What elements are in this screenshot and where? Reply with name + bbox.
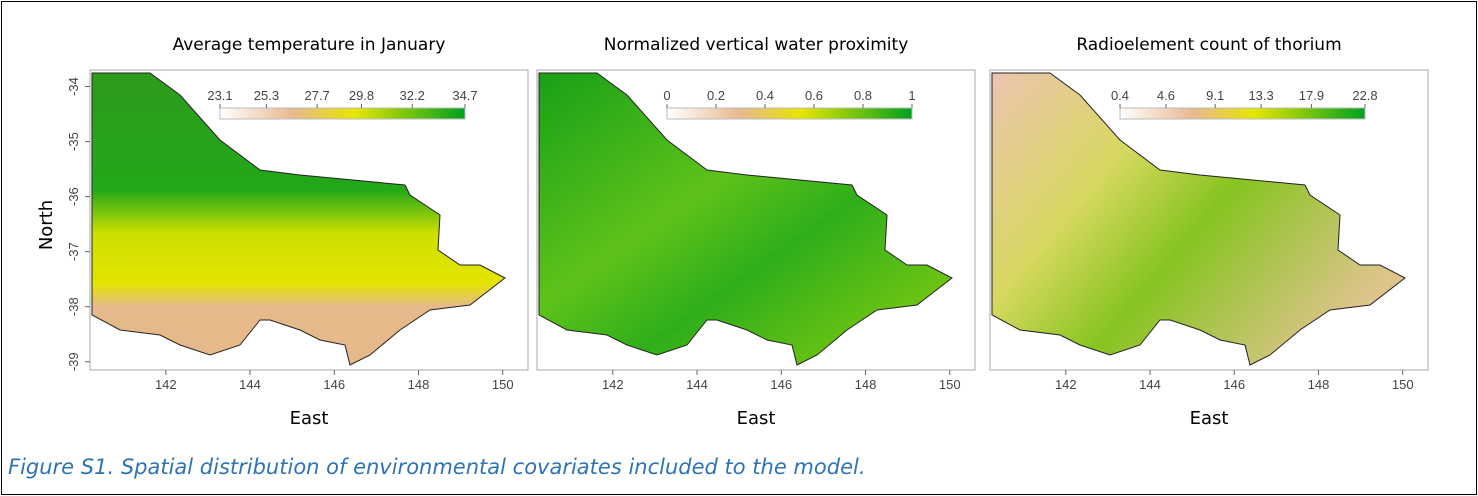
x-tick-label: 144 [239, 377, 261, 392]
x-tick-label: 150 [1392, 377, 1414, 392]
y-tick-label: -39 [66, 352, 81, 371]
x-tick-label: 148 [855, 377, 877, 392]
colorbar-tick-label: 0.4 [1111, 88, 1129, 103]
x-tick-label: 142 [1055, 377, 1077, 392]
colorbar [666, 107, 913, 120]
colorbar-tick-label: 0.8 [854, 88, 872, 103]
y-tick-label: -36 [66, 187, 81, 206]
colorbar-tick-label: 0.6 [805, 88, 823, 103]
y-tick-label: -37 [66, 242, 81, 261]
x-tick-label: 146 [1223, 377, 1245, 392]
colorbar-tick-label: 27.7 [304, 88, 329, 103]
colorbar-tick-label: 32.2 [400, 88, 425, 103]
x-tick-label: 150 [492, 377, 514, 392]
x-tick-label: 142 [602, 377, 624, 392]
colorbar-tick-label: 9.1 [1206, 88, 1224, 103]
colorbar-tick-label: 4.6 [1157, 88, 1175, 103]
x-tick-label: 144 [1139, 377, 1161, 392]
colorbar-tick-label: 29.8 [349, 88, 374, 103]
colorbar-tick-label: 0.4 [756, 88, 774, 103]
x-tick-label: 148 [408, 377, 430, 392]
x-tick-label: 146 [323, 377, 345, 392]
panel-title: Radioelement count of thorium [1076, 35, 1341, 55]
panel-title: Average temperature in January [173, 35, 446, 55]
x-tick-label: 142 [155, 377, 177, 392]
colorbar-tick-label: 23.1 [207, 88, 232, 103]
y-tick-label: -34 [66, 77, 81, 96]
colorbar [219, 107, 466, 120]
y-axis-label: North [36, 200, 57, 250]
caption: Figure S1. Spatial distribution of envir… [8, 455, 866, 479]
x-tick-label: 146 [770, 377, 792, 392]
colorbar-tick-label: 34.7 [452, 88, 477, 103]
panel-title: Normalized vertical water proximity [604, 35, 909, 55]
x-axis-label: East [290, 408, 329, 429]
x-tick-label: 150 [939, 377, 961, 392]
colorbar-tick-label: 0.2 [707, 88, 725, 103]
y-tick-label: -35 [66, 132, 81, 151]
colorbar-tick-label: 22.8 [1352, 88, 1377, 103]
colorbar-tick-label: 0 [663, 88, 670, 103]
colorbar-tick-label: 17.9 [1299, 88, 1324, 103]
colorbar-tick-label: 1 [908, 88, 915, 103]
colorbar [1119, 107, 1366, 120]
x-tick-label: 144 [686, 377, 708, 392]
x-axis-label: East [737, 408, 776, 429]
y-tick-label: -38 [66, 297, 81, 316]
x-axis-label: East [1190, 408, 1229, 429]
colorbar-tick-label: 13.3 [1248, 88, 1273, 103]
x-tick-label: 148 [1308, 377, 1330, 392]
colorbar-tick-label: 25.3 [254, 88, 279, 103]
